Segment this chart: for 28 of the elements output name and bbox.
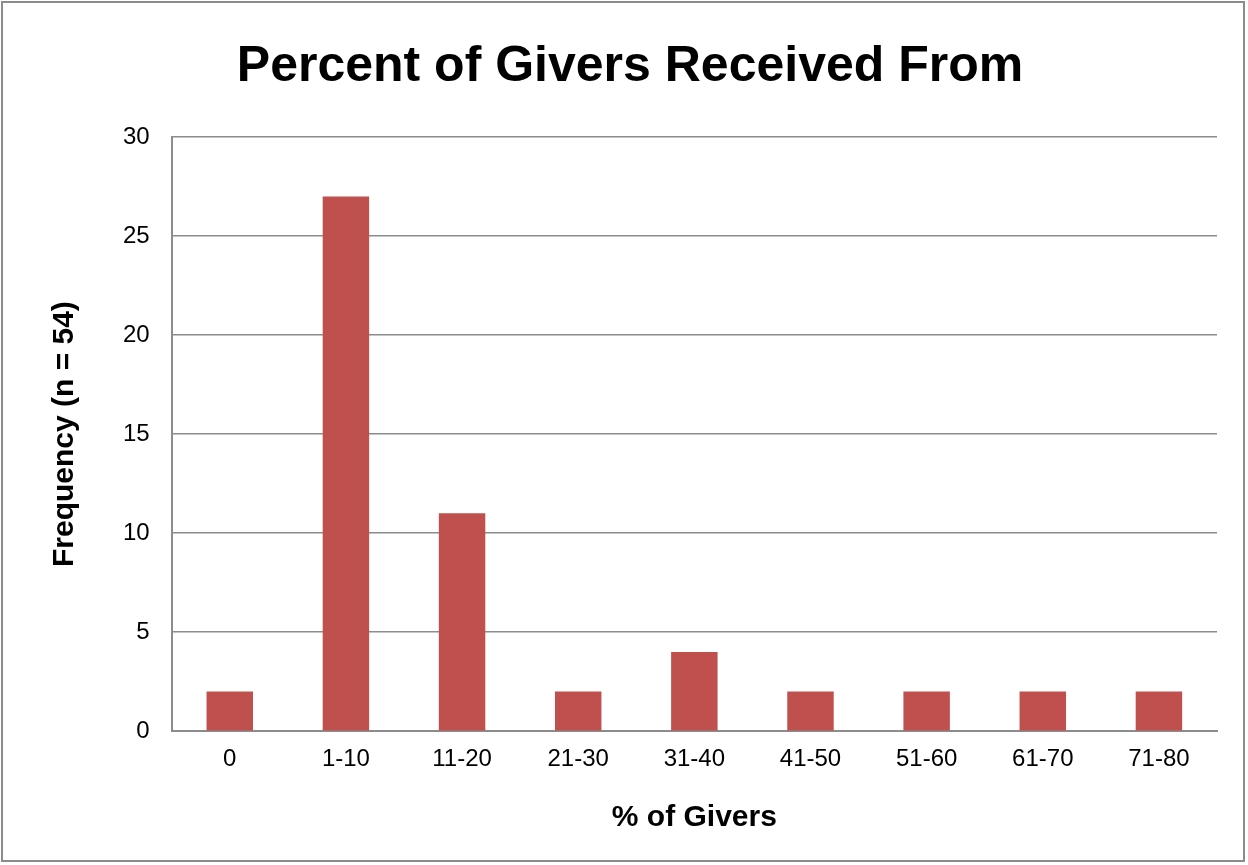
x-tick-label: 71-80 <box>1128 744 1190 772</box>
bar <box>903 691 950 731</box>
bar <box>1019 691 1067 731</box>
bar <box>206 691 253 731</box>
y-axis-title: Frequency (n = 54) <box>46 301 80 568</box>
bar <box>671 651 718 731</box>
x-tick-label: 61-70 <box>1012 744 1074 772</box>
chart-title: Percent of Givers Received From <box>236 35 1024 92</box>
x-tick-label: 11-20 <box>432 744 492 772</box>
y-tick-label: 5 <box>136 616 150 644</box>
bar <box>1135 691 1183 731</box>
y-tick-label: 0 <box>136 715 150 743</box>
x-tick-label: 51-60 <box>895 744 958 772</box>
y-tick-label: 20 <box>122 319 150 347</box>
y-tick-label: 25 <box>122 220 150 248</box>
bar <box>322 196 370 731</box>
x-tick-label: 1-10 <box>321 744 370 772</box>
x-tick-label: 0 <box>223 744 237 772</box>
bar <box>554 691 602 731</box>
y-tick-label: 30 <box>122 121 150 149</box>
x-tick-label: 31-40 <box>663 744 726 772</box>
y-tick-label: 15 <box>122 418 150 446</box>
bar <box>438 513 486 731</box>
bar <box>787 691 834 731</box>
x-axis-title: % of Givers <box>611 799 777 833</box>
x-tick-label: 41-50 <box>779 744 842 772</box>
x-tick-label: 21-30 <box>547 744 609 772</box>
y-tick-label: 10 <box>122 517 150 545</box>
